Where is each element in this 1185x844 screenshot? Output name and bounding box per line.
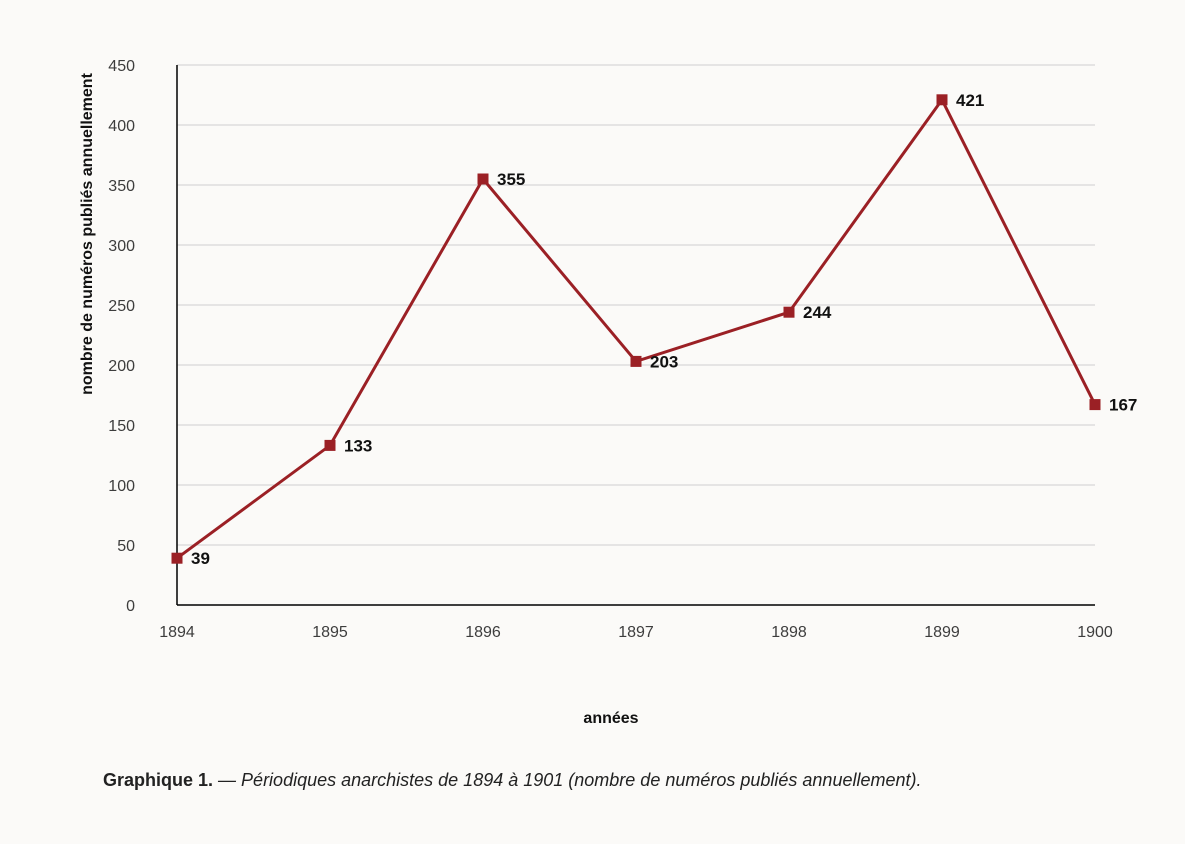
series-line xyxy=(176,96,1097,560)
x-tick-label: 1900 xyxy=(1077,624,1113,641)
y-tick-label: 50 xyxy=(117,538,135,555)
y-tick-label: 400 xyxy=(108,118,135,135)
x-tick-label: 1894 xyxy=(159,624,195,641)
y-tick-label: 250 xyxy=(108,298,135,315)
data-point-marker xyxy=(630,355,642,367)
data-point-marker xyxy=(936,94,948,106)
data-point-marker xyxy=(1089,399,1101,411)
y-tick-label: 450 xyxy=(108,58,135,75)
x-axis-title: années xyxy=(583,710,638,727)
data-label: 244 xyxy=(803,303,832,322)
caption-prefix: Graphique 1. xyxy=(103,770,214,790)
data-label: 133 xyxy=(344,436,372,455)
y-axis-title: nombre de numéros publiés annuellement xyxy=(79,72,96,395)
y-tick-label: 350 xyxy=(108,178,135,195)
data-label: 39 xyxy=(191,549,210,568)
y-tick-label: 200 xyxy=(108,358,135,375)
gridlines xyxy=(177,64,1095,546)
data-point-marker xyxy=(324,439,336,451)
y-tick-label: 150 xyxy=(108,418,135,435)
data-point-marker xyxy=(783,306,795,318)
x-tick-label: 1896 xyxy=(465,624,501,641)
data-markers xyxy=(171,94,1101,564)
y-tick-label: 300 xyxy=(108,238,135,255)
x-tick-label: 1897 xyxy=(618,624,654,641)
caption-text: — Périodiques anarchistes de 1894 à 1901… xyxy=(218,770,922,790)
data-label: 203 xyxy=(650,352,678,371)
x-tick-label: 1895 xyxy=(312,624,348,641)
y-tick-label: 0 xyxy=(126,598,135,615)
data-label: 355 xyxy=(497,170,525,189)
y-tick-labels: 0 50 100 150 200 250 300 350 400 450 xyxy=(108,58,135,615)
data-label: 167 xyxy=(1109,396,1137,415)
x-tick-labels: 1894 1895 1896 1897 1898 1899 1900 xyxy=(159,624,1113,641)
data-point-marker xyxy=(477,173,489,185)
x-tick-label: 1899 xyxy=(924,624,960,641)
data-labels: 39 133 355 203 244 421 167 xyxy=(191,91,1137,568)
x-tick-label: 1898 xyxy=(771,624,807,641)
data-point-marker xyxy=(171,552,183,564)
data-label: 421 xyxy=(956,91,984,110)
figure-caption: Graphique 1. — Périodiques anarchistes d… xyxy=(103,770,921,791)
y-tick-label: 100 xyxy=(108,478,135,495)
